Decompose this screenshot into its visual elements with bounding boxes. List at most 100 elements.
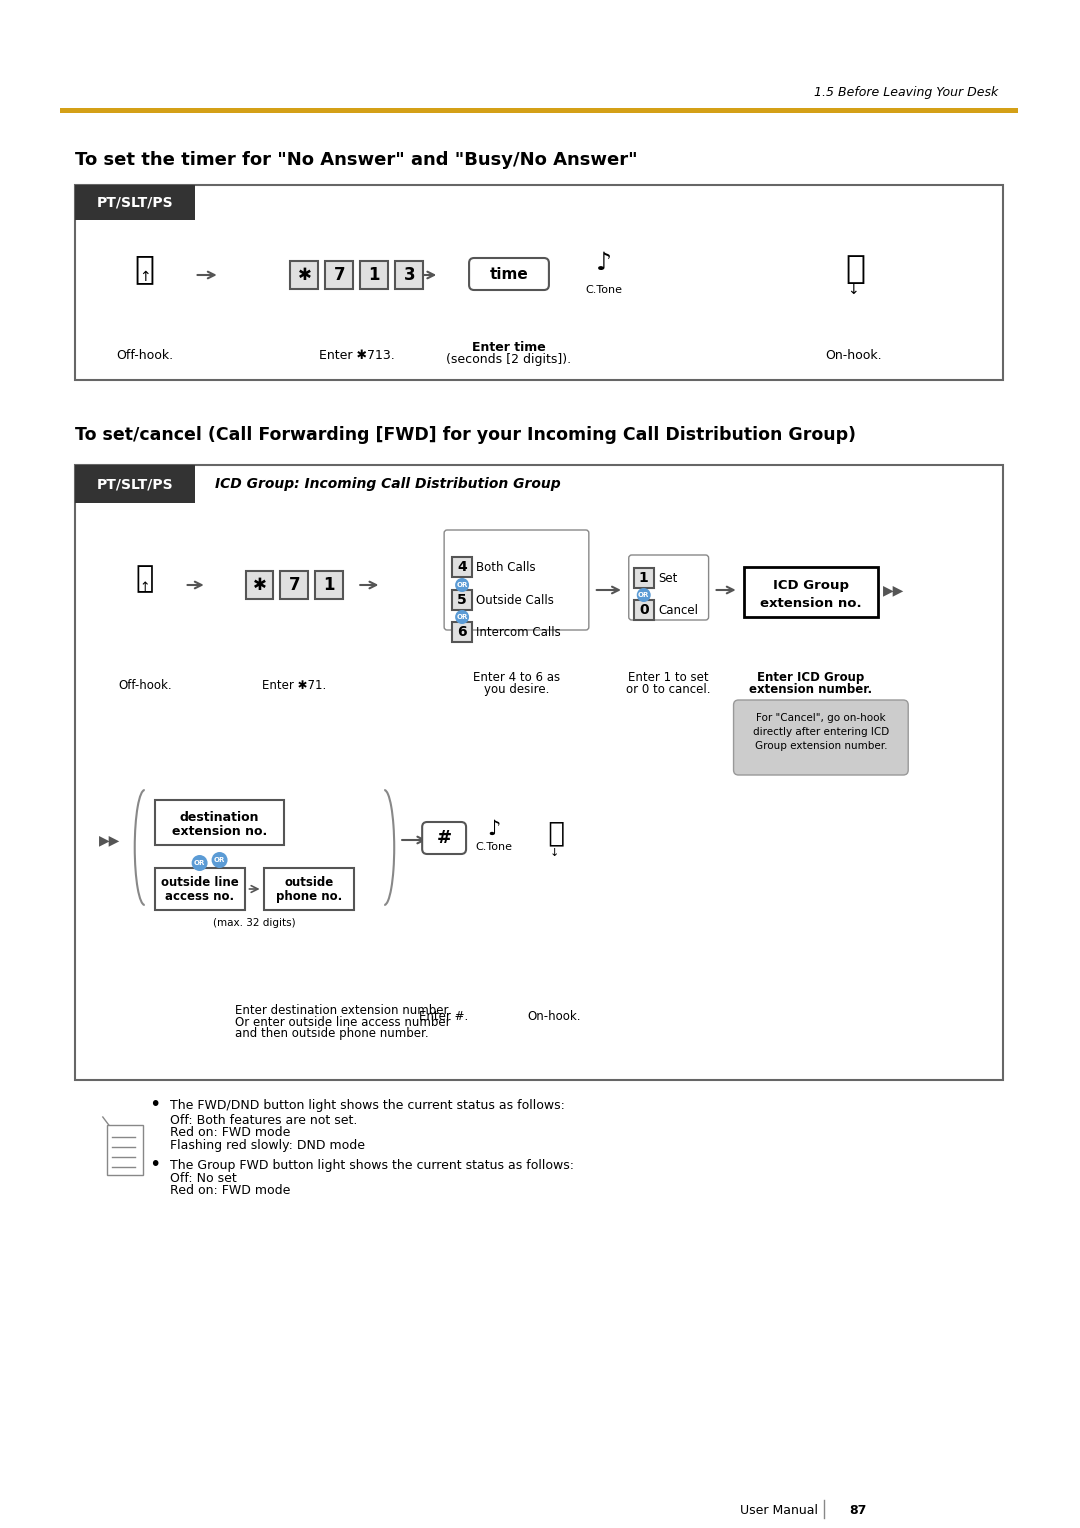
Bar [361, 261, 388, 289]
Text: Red on: FWD mode: Red on: FWD mode [170, 1184, 291, 1198]
Text: #: # [436, 830, 451, 847]
Bar [75, 465, 1003, 1080]
FancyBboxPatch shape [629, 555, 708, 620]
Bar [453, 622, 472, 642]
Text: directly after entering ICD: directly after entering ICD [753, 727, 889, 736]
Text: Enter #.: Enter #. [419, 1010, 469, 1022]
Circle shape [637, 588, 651, 602]
Bar [75, 465, 194, 503]
Bar [75, 185, 194, 220]
Text: ICD Group: Incoming Call Distribution Group: ICD Group: Incoming Call Distribution Gr… [215, 477, 561, 490]
Text: On-hook.: On-hook. [825, 348, 881, 362]
Bar [107, 1125, 143, 1175]
Text: 0: 0 [639, 604, 649, 617]
Text: Group extension number.: Group extension number. [755, 741, 887, 750]
Text: 1: 1 [639, 571, 649, 585]
Text: 7: 7 [288, 576, 300, 594]
Text: OR: OR [194, 860, 205, 866]
Text: C.Tone: C.Tone [475, 842, 513, 853]
Text: Or enter outside line access number: Or enter outside line access number [234, 1016, 450, 1028]
Bar [743, 567, 878, 617]
Bar [634, 568, 653, 588]
Bar [291, 261, 319, 289]
Text: outside line: outside line [161, 876, 239, 888]
Text: For "Cancel", go on-hook: For "Cancel", go on-hook [756, 714, 886, 723]
Text: ▶▶: ▶▶ [882, 584, 904, 597]
Circle shape [455, 578, 469, 591]
Text: To set/cancel (Call Forwarding [FWD] for your Incoming Call Distribution Group): To set/cancel (Call Forwarding [FWD] for… [75, 426, 855, 445]
Text: Off-hook.: Off-hook. [118, 678, 172, 692]
Text: and then outside phone number.: and then outside phone number. [234, 1027, 428, 1041]
Text: 📞: 📞 [545, 819, 563, 847]
Text: •: • [149, 1096, 161, 1114]
Text: Enter ICD Group: Enter ICD Group [757, 671, 864, 683]
Text: OR: OR [638, 591, 649, 597]
Text: Off: No set: Off: No set [170, 1172, 237, 1184]
Text: Enter 4 to 6 as: Enter 4 to 6 as [473, 671, 561, 683]
Text: On-hook.: On-hook. [527, 1010, 581, 1022]
Text: ♪: ♪ [596, 251, 611, 275]
Text: you desire.: you desire. [484, 683, 549, 695]
Text: ↑: ↑ [139, 270, 150, 284]
Circle shape [455, 610, 469, 623]
Text: or 0 to cancel.: or 0 to cancel. [626, 683, 711, 695]
Text: 1.5 Before Leaving Your Desk: 1.5 Before Leaving Your Desk [814, 86, 998, 98]
Text: Cancel: Cancel [659, 604, 699, 616]
Text: Enter ✱71.: Enter ✱71. [262, 678, 326, 692]
Text: 1: 1 [324, 576, 335, 594]
Text: To set the timer for "No Answer" and "Busy/No Answer": To set the timer for "No Answer" and "Bu… [75, 151, 637, 170]
Text: Enter destination extension number.: Enter destination extension number. [234, 1004, 450, 1016]
Bar [325, 261, 353, 289]
Text: The Group FWD button light shows the current status as follows:: The Group FWD button light shows the cur… [170, 1158, 573, 1172]
Text: Both Calls: Both Calls [476, 561, 536, 573]
Bar [265, 868, 354, 911]
FancyBboxPatch shape [469, 258, 549, 290]
Text: 1: 1 [368, 266, 380, 284]
Text: User Manual: User Manual [741, 1504, 819, 1516]
FancyBboxPatch shape [444, 530, 589, 630]
Text: The FWD/DND button light shows the current status as follows:: The FWD/DND button light shows the curre… [170, 1099, 565, 1111]
Text: Enter time: Enter time [472, 341, 545, 353]
Text: ↓: ↓ [550, 848, 558, 859]
Text: 6: 6 [457, 625, 467, 639]
Circle shape [212, 853, 228, 868]
Text: Intercom Calls: Intercom Calls [476, 625, 561, 639]
Text: Flashing red slowly: DND mode: Flashing red slowly: DND mode [170, 1140, 365, 1152]
Text: 📞: 📞 [843, 252, 863, 286]
Text: 📞: 📞 [135, 252, 154, 286]
Text: 5: 5 [457, 593, 467, 607]
Text: extension no.: extension no. [760, 596, 862, 610]
Text: ✱: ✱ [253, 576, 267, 594]
Text: ↑: ↑ [139, 581, 150, 593]
Text: ICD Group: ICD Group [773, 579, 849, 591]
Text: PT/SLT/PS: PT/SLT/PS [96, 477, 173, 490]
Text: 4: 4 [457, 559, 467, 575]
Text: OR: OR [457, 582, 468, 588]
Text: extension number.: extension number. [750, 683, 873, 695]
Text: 📞: 📞 [136, 564, 153, 593]
Text: 87: 87 [850, 1504, 867, 1516]
Bar [154, 801, 284, 845]
Text: destination: destination [179, 810, 259, 824]
Text: ↓: ↓ [848, 283, 859, 296]
Text: ✱: ✱ [297, 266, 311, 284]
Text: Set: Set [659, 571, 678, 585]
Bar [281, 571, 309, 599]
Text: PT/SLT/PS: PT/SLT/PS [96, 196, 173, 209]
Text: ▶▶: ▶▶ [99, 833, 120, 847]
Text: Outside Calls: Outside Calls [476, 593, 554, 607]
Bar [395, 261, 423, 289]
Text: C.Tone: C.Tone [585, 286, 622, 295]
Text: •: • [149, 1155, 161, 1175]
Bar [634, 601, 653, 620]
Bar [315, 571, 343, 599]
Text: (max. 32 digits): (max. 32 digits) [213, 918, 296, 927]
Text: access no.: access no. [165, 889, 234, 903]
Text: (seconds [2 digits]).: (seconds [2 digits]). [446, 353, 571, 365]
Text: time: time [489, 266, 528, 281]
Text: Enter 1 to set: Enter 1 to set [629, 671, 708, 683]
FancyBboxPatch shape [422, 822, 467, 854]
Text: 3: 3 [404, 266, 415, 284]
Text: OR: OR [457, 614, 468, 620]
Text: extension no.: extension no. [172, 825, 267, 837]
